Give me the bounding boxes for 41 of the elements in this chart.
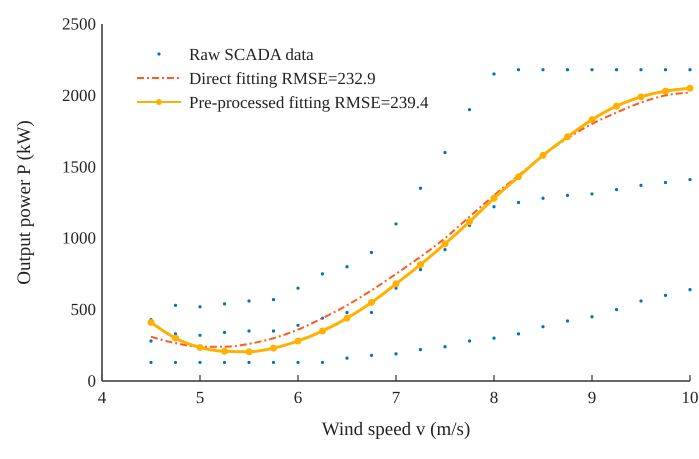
y-axis-title: Output power P (kW) — [14, 120, 35, 285]
point — [148, 318, 154, 326]
point — [564, 133, 571, 140]
point — [686, 84, 694, 92]
point — [344, 314, 350, 322]
point — [221, 348, 228, 355]
x-tick-label: 5 — [196, 388, 204, 408]
point — [172, 334, 179, 342]
x-tick-label: 7 — [392, 388, 401, 408]
y-tick-label: 1000 — [62, 228, 96, 248]
legend-label: Pre-processed fitting RMSE=239.4 — [189, 93, 430, 112]
legend-label: Direct fitting RMSE=232.9 — [189, 69, 376, 88]
x-tick-label: 4 — [98, 388, 107, 408]
y-tick-label: 0 — [88, 371, 96, 390]
point — [368, 298, 375, 306]
point — [319, 328, 326, 335]
x-tick-label: 6 — [294, 388, 302, 408]
point — [662, 88, 669, 95]
point — [466, 218, 473, 226]
point — [294, 338, 302, 345]
point — [613, 102, 620, 110]
point — [515, 173, 522, 180]
point — [638, 93, 644, 100]
y-tick-label: 1500 — [62, 157, 96, 176]
y-tick-label: 2000 — [62, 86, 96, 105]
point — [270, 344, 277, 352]
legend-label: Raw SCADA data — [189, 45, 314, 64]
point — [442, 240, 448, 248]
y-tick-label: 2500 — [62, 14, 96, 34]
y-tick-label: 500 — [70, 300, 96, 320]
point — [588, 116, 596, 124]
x-tick-label: 9 — [588, 388, 596, 408]
point — [417, 261, 424, 268]
x-tick-label: 8 — [490, 388, 498, 408]
point — [196, 344, 204, 351]
point — [540, 152, 546, 159]
point — [246, 348, 252, 356]
point — [392, 280, 400, 288]
point — [490, 194, 498, 202]
x-tick-label: 10 — [682, 388, 698, 408]
x-axis-title: Wind speed v (m/s) — [322, 419, 470, 440]
